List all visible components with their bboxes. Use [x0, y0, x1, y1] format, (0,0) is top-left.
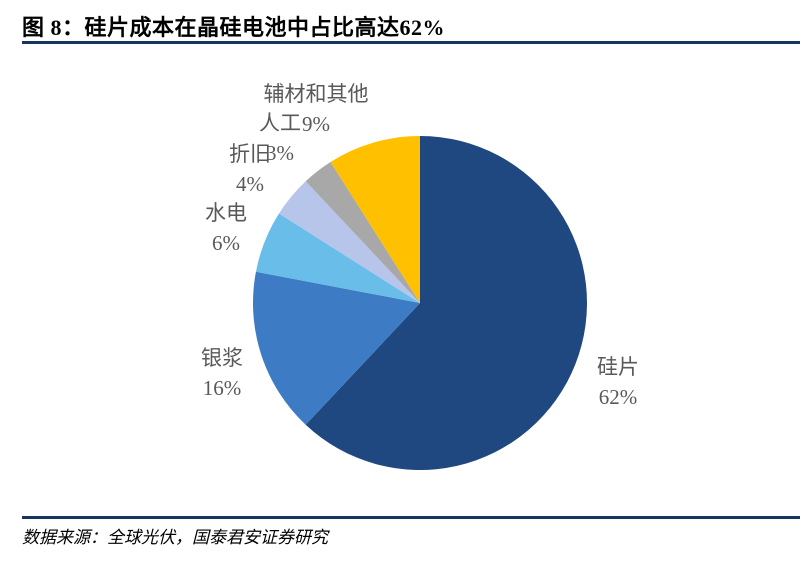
pie-slice-fucai: [330, 136, 420, 303]
pie-label-guipian-name: 硅片: [597, 355, 639, 379]
pie-slice-rengong: [305, 162, 420, 303]
pie-label-zhejiu-name: 折旧: [229, 142, 271, 166]
pie-label-shuidian: 水电 6%: [205, 198, 247, 258]
pie-slice-guipian: [305, 136, 587, 470]
pie-label-rengong-value: 3%: [266, 141, 294, 165]
pie-slice-zhejiu: [279, 181, 420, 303]
pie-label-rengong: 人工 3%: [259, 108, 301, 168]
pie-slice-yinjiang: [253, 271, 420, 425]
pie-label-rengong-name: 人工: [259, 111, 301, 135]
source-text: 数据来源：全球光伏，国泰君安证券研究: [22, 528, 328, 547]
pie-label-guipian: 硅片 62%: [597, 352, 639, 412]
pie-label-guipian-value: 62%: [598, 385, 638, 409]
title-rule: [22, 41, 800, 44]
pie-label-shuidian-name: 水电: [205, 201, 247, 225]
pie-label-yinjiang-name: 银浆: [201, 346, 243, 370]
pie-chart-svg: [253, 136, 587, 470]
pie-chart: [253, 136, 587, 470]
pie-label-fucai-name: 辅材和其他: [263, 82, 369, 106]
source-rule: [22, 516, 800, 519]
pie-label-zhejiu: 折旧 4%: [229, 139, 271, 199]
figure-title: 图 8：硅片成本在晶硅电池中占比高达62%: [22, 15, 446, 40]
pie-slice-shuidian: [255, 213, 420, 303]
pie-label-yinjiang: 银浆 16%: [201, 343, 243, 403]
pie-label-shuidian-value: 6%: [212, 231, 240, 255]
pie-label-yinjiang-value: 16%: [202, 376, 242, 400]
pie-label-zhejiu-value: 4%: [236, 172, 264, 196]
pie-label-fucai-value: 9%: [302, 112, 330, 136]
pie-label-fucai: 辅材和其他 9%: [264, 79, 369, 139]
